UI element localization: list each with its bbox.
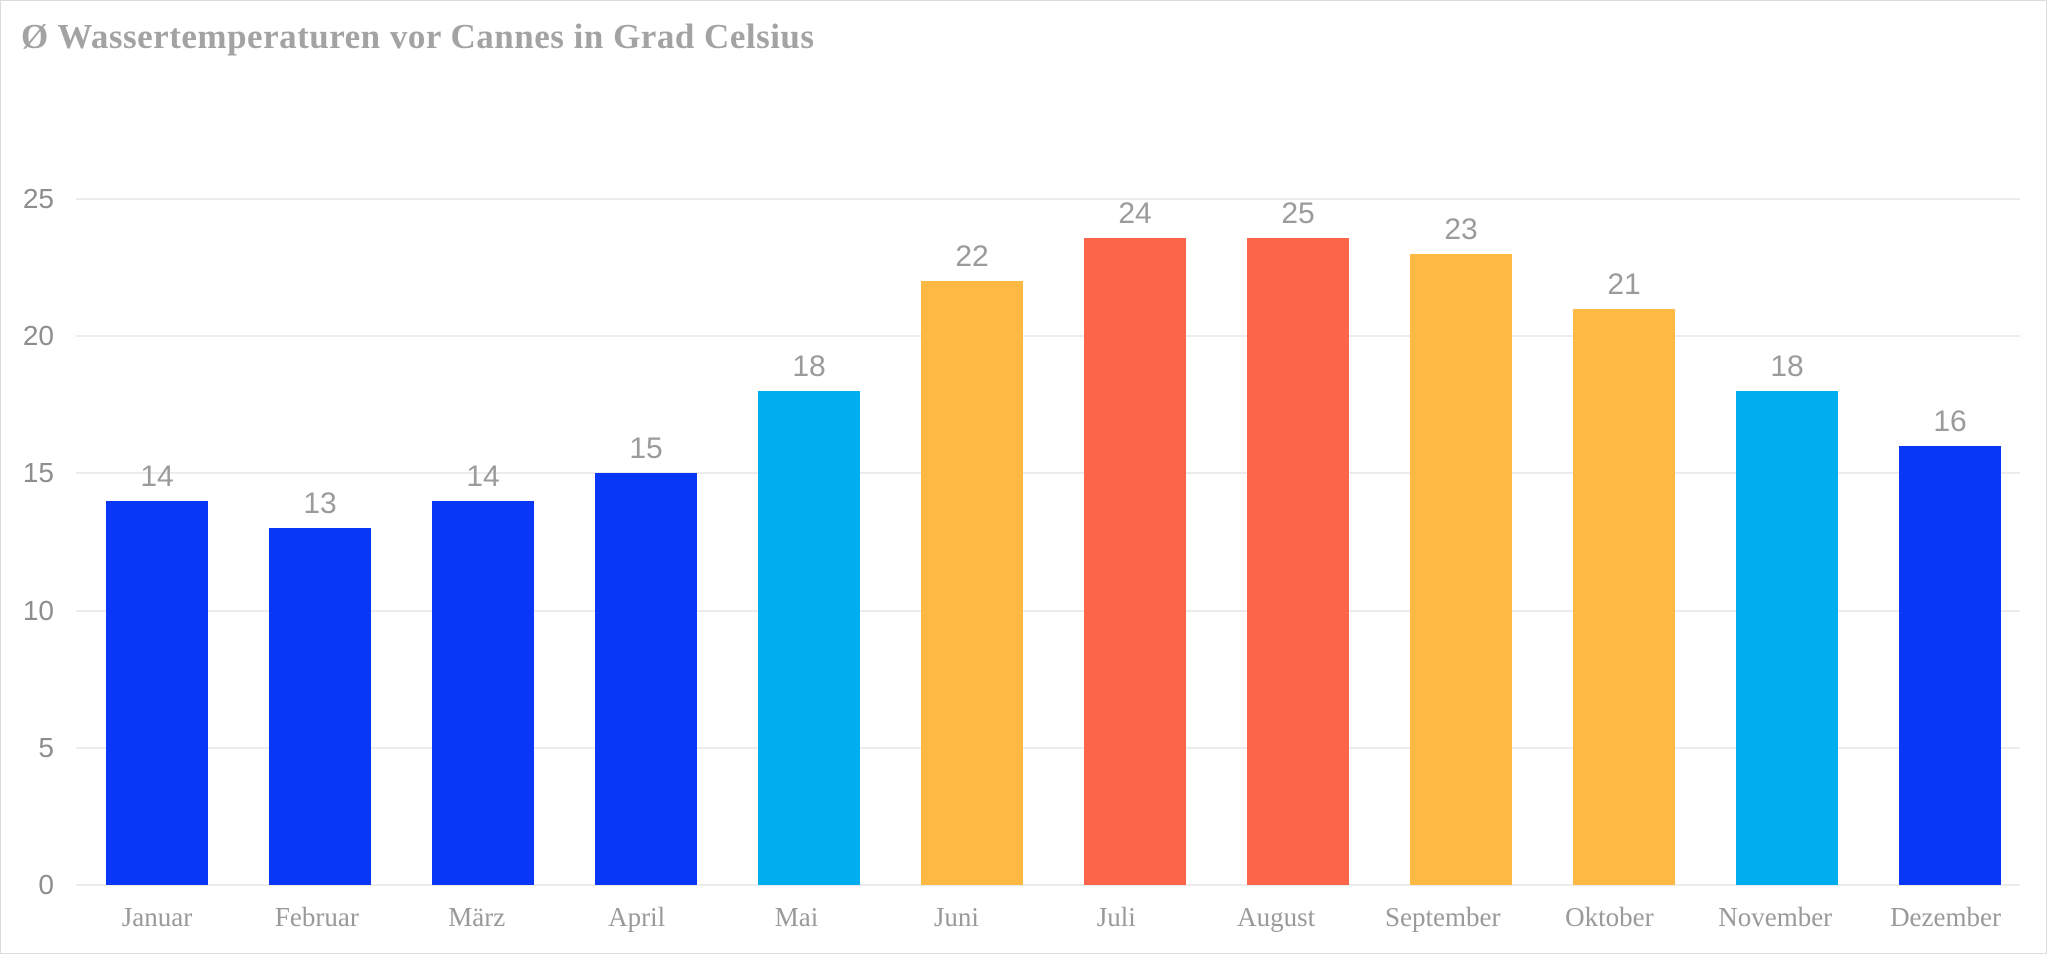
gridline-y-0: 0 xyxy=(38,871,2020,899)
x-axis-label-slot: September xyxy=(1385,904,1500,931)
bar-august[interactable] xyxy=(1247,238,1349,885)
x-axis-label: April xyxy=(608,902,666,932)
chart-title: Ø Wassertemperaturen vor Cannes in Grad … xyxy=(21,17,815,56)
x-axis-label: Dezember xyxy=(1890,902,2001,932)
x-axis-label: November xyxy=(1718,902,1833,932)
bar-group-august: 25 xyxy=(1247,199,1349,885)
bar-group-juni: 22 xyxy=(921,199,1023,885)
bars-layer: 14 13 14 15 18 22 24 25 23 21 18 16 xyxy=(106,199,2001,885)
gridline-y-25: 25 xyxy=(23,185,2020,213)
bar-januar[interactable] xyxy=(106,500,208,885)
bar-group-dezember: 16 xyxy=(1899,199,2001,885)
bar-value-label: 18 xyxy=(1770,350,1804,384)
plot-area: 0 5 10 15 20 25 14 13 14 15 18 22 24 25 23 21 18 16 xyxy=(23,185,2020,899)
gridline-y-10: 10 xyxy=(23,596,2020,624)
bar-group-februar: 13 xyxy=(269,199,371,885)
y-axis-tick-label: 10 xyxy=(22,594,54,626)
x-axis-label: August xyxy=(1237,902,1316,932)
gridline-y-20: 20 xyxy=(23,322,2020,350)
x-axis-label: Mai xyxy=(774,902,819,932)
x-axis-label-slot: März xyxy=(426,904,528,931)
x-axis: Januar Februar März April Mai Juni Juli August S… xyxy=(106,904,2001,931)
bar-value-label: 18 xyxy=(792,350,826,384)
x-axis-label: Juli xyxy=(1096,902,1136,932)
x-axis-label: Februar xyxy=(274,902,359,932)
bar-value-label: 25 xyxy=(1281,197,1315,230)
bar-dezember[interactable] xyxy=(1899,445,2001,885)
bar-group-november: 18 xyxy=(1736,199,1838,885)
bar-group-april: 15 xyxy=(595,199,697,885)
bar-group-september: 23 xyxy=(1410,199,1512,885)
x-axis-label-slot: April xyxy=(586,904,688,931)
bar-märz[interactable] xyxy=(432,500,534,885)
bar-group-januar: 14 xyxy=(106,199,208,885)
bar-value-label: 21 xyxy=(1607,267,1641,301)
bar-september[interactable] xyxy=(1410,253,1512,885)
bar-value-label: 15 xyxy=(629,432,663,466)
y-axis-tick-label: 20 xyxy=(22,320,54,352)
y-axis-tick-label: 15 xyxy=(22,457,54,489)
x-axis-label-slot: Oktober xyxy=(1558,904,1660,931)
y-axis-tick-label: 0 xyxy=(38,869,54,900)
bar-april[interactable] xyxy=(595,473,697,885)
x-axis-label-slot: November xyxy=(1718,904,1832,931)
x-axis-label-slot: Februar xyxy=(266,904,368,931)
bar-value-label: 14 xyxy=(140,459,174,493)
x-axis-label-slot: August xyxy=(1225,904,1327,931)
x-axis-label: Juni xyxy=(933,902,979,932)
x-axis-label-slot: Mai xyxy=(746,904,848,931)
bar-group-mai: 18 xyxy=(758,199,860,885)
bar-februar[interactable] xyxy=(269,528,371,885)
bar-mai[interactable] xyxy=(758,391,860,885)
x-axis-label: Januar xyxy=(121,902,193,932)
bar-juni[interactable] xyxy=(921,281,1023,885)
bar-value-label: 16 xyxy=(1933,404,1967,438)
bar-value-label: 13 xyxy=(303,487,337,521)
x-axis-label: März xyxy=(448,902,506,932)
bar-group-juli: 24 xyxy=(1084,199,1186,885)
gridline-y-15: 15 xyxy=(23,459,2020,487)
bar-juli[interactable] xyxy=(1084,238,1186,885)
bar-value-label: 24 xyxy=(1118,197,1152,230)
bar-value-label: 14 xyxy=(466,459,500,493)
x-axis-label-slot: Dezember xyxy=(1890,904,2001,931)
x-axis-label: Oktober xyxy=(1565,902,1654,932)
x-axis-label: September xyxy=(1385,902,1501,932)
y-axis-tick-label: 25 xyxy=(22,183,54,214)
gridline-y-5: 5 xyxy=(38,733,2020,761)
x-axis-label-slot: Juli xyxy=(1065,904,1167,931)
bar-oktober[interactable] xyxy=(1573,308,1675,885)
x-axis-label-slot: Januar xyxy=(106,904,208,931)
bar-group-märz: 14 xyxy=(432,199,534,885)
bar-value-label: 23 xyxy=(1444,212,1478,246)
x-axis-label-slot: Juni xyxy=(905,904,1007,931)
bar-group-oktober: 21 xyxy=(1573,199,1675,885)
y-axis-tick-label: 5 xyxy=(38,731,54,763)
bar-november[interactable] xyxy=(1736,391,1838,885)
bar-value-label: 22 xyxy=(955,240,989,274)
